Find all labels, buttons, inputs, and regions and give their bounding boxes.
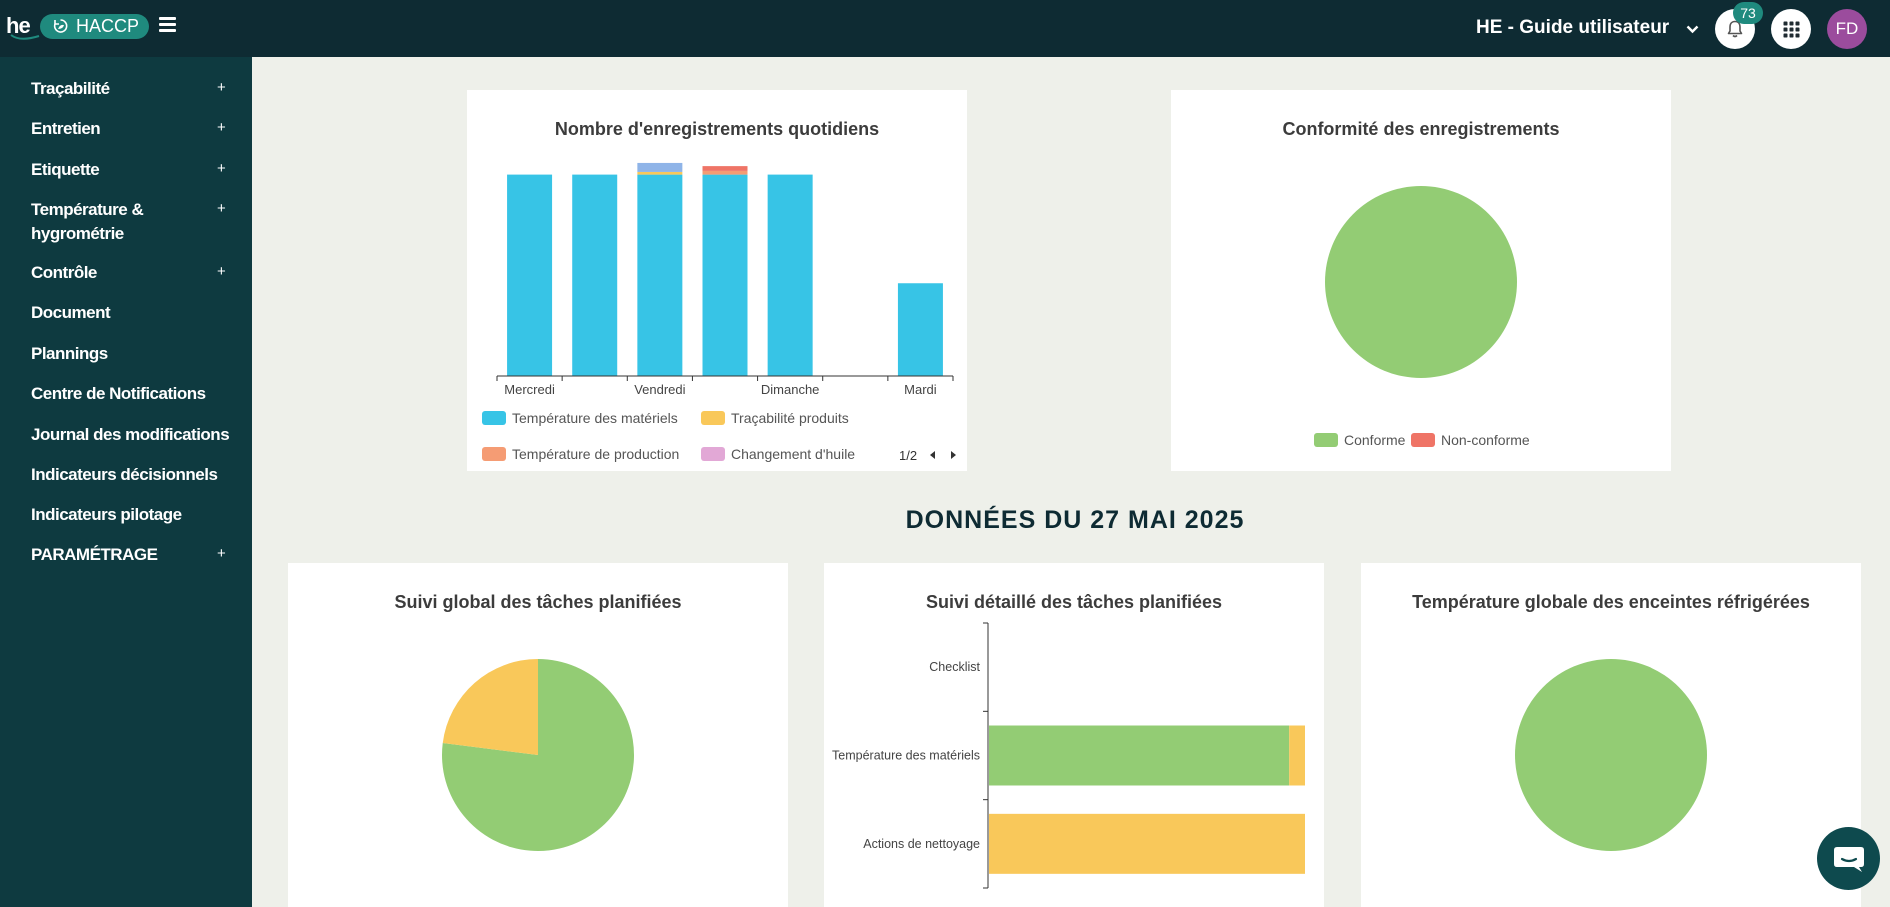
sidebar: Traçabilité + Entretien + Etiquette + Te… bbox=[0, 57, 252, 907]
sidebar-item-controle[interactable]: Contrôle bbox=[31, 263, 97, 282]
legend-next-icon[interactable] bbox=[949, 450, 957, 460]
bar-segment bbox=[702, 166, 748, 171]
logo-swoosh-icon bbox=[10, 34, 40, 40]
user-avatar[interactable]: FD bbox=[1827, 9, 1867, 49]
sidebar-item-plannings[interactable]: Plannings bbox=[31, 344, 108, 363]
chart-title: Suivi global des tâches planifiées bbox=[394, 592, 682, 612]
notifications-badge: 73 bbox=[1733, 2, 1763, 24]
daily-records-chart: Mercredi Vendredi Dimanche Mardi bbox=[496, 162, 954, 397]
legend-label: Non-conforme bbox=[1441, 432, 1530, 448]
legend-item[interactable]: Traçabilité produits bbox=[701, 410, 849, 426]
detailed-tasks-chart: Checklist Température des matériels Action… bbox=[832, 622, 1305, 889]
sidebar-item-tracabilite[interactable]: Traçabilité bbox=[31, 79, 110, 98]
app-logo[interactable]: HACCP bbox=[40, 14, 149, 39]
legend-swatch bbox=[1314, 433, 1338, 447]
app-name: HACCP bbox=[76, 16, 140, 36]
pie-slice bbox=[1325, 186, 1517, 378]
fridge-temperature-pie-chart bbox=[1515, 659, 1707, 851]
card-conformity: Conformité des enregistrements Conforme … bbox=[1171, 90, 1671, 471]
bar-segment bbox=[1289, 725, 1305, 786]
bar-segment bbox=[989, 725, 1290, 786]
y-tick-label: Température des matériels bbox=[832, 749, 980, 763]
establishment-selector[interactable]: HE - Guide utilisateur bbox=[1476, 17, 1670, 38]
legend-item[interactable]: Température de production bbox=[482, 446, 679, 462]
pie-slice bbox=[442, 659, 538, 755]
conformity-pie-chart bbox=[1325, 186, 1517, 378]
bar-segment bbox=[989, 813, 1305, 874]
bar-segment bbox=[702, 170, 748, 175]
legend-prev-icon[interactable] bbox=[929, 450, 937, 460]
legend-item[interactable]: Non-conforme bbox=[1411, 432, 1530, 448]
bar-segment bbox=[767, 174, 813, 376]
chevron-down-icon[interactable] bbox=[1686, 25, 1699, 34]
y-tick-label: Actions de nettoyage bbox=[863, 837, 980, 851]
expand-icon[interactable]: + bbox=[217, 263, 226, 280]
legend-label: Température des matériels bbox=[512, 410, 678, 426]
sidebar-item-etiquette[interactable]: Etiquette bbox=[31, 160, 100, 179]
legend-label: Conforme bbox=[1344, 432, 1406, 448]
legend-swatch bbox=[701, 447, 725, 461]
section-title: DONNÉES DU 27 MAI 2025 bbox=[905, 506, 1245, 534]
chart-title: Suivi détaillé des tâches planifiées bbox=[925, 592, 1223, 612]
sidebar-item-temperature[interactable]: Température & hygrométrie bbox=[31, 200, 144, 243]
legend-swatch bbox=[701, 411, 725, 425]
chart-title: Conformité des enregistrements bbox=[1282, 119, 1560, 139]
expand-icon[interactable]: + bbox=[217, 545, 226, 562]
sidebar-item-notifications[interactable]: Centre de Notifications bbox=[31, 384, 206, 403]
legend-swatch bbox=[482, 447, 506, 461]
sidebar-item-indicateurs-pilotage[interactable]: Indicateurs pilotage bbox=[31, 505, 182, 524]
sidebar-item-parametrage[interactable]: PARAMÉTRAGE bbox=[31, 545, 158, 564]
bar-segment bbox=[897, 283, 943, 376]
card-daily-records: Nombre d'enregistrements quotidiens Merc… bbox=[467, 90, 967, 471]
legend-item[interactable]: Conforme bbox=[1314, 432, 1405, 448]
legend-label: Température de production bbox=[512, 446, 680, 462]
chart-title: Température globale des enceintes réfrig… bbox=[1412, 592, 1810, 612]
bar-segment bbox=[507, 174, 553, 376]
sidebar-item-entretien[interactable]: Entretien bbox=[31, 119, 101, 138]
expand-icon[interactable]: + bbox=[217, 160, 226, 177]
chat-icon bbox=[1833, 846, 1864, 872]
apps-button[interactable] bbox=[1771, 9, 1811, 49]
legend-page-indicator: 1/2 bbox=[899, 448, 918, 463]
bar-segment bbox=[637, 171, 683, 175]
top-bar: he HACCP HE - Guide utilisateur 73 FD bbox=[0, 0, 1890, 57]
x-tick-label: Vendredi bbox=[634, 382, 685, 397]
legend-label: Traçabilité produits bbox=[731, 410, 849, 426]
x-tick-label: Dimanche bbox=[761, 382, 820, 397]
x-tick-label: Mercredi bbox=[504, 382, 555, 397]
pie-slice bbox=[1515, 659, 1707, 851]
y-tick-label: Checklist bbox=[929, 660, 980, 674]
bar-segment bbox=[572, 174, 618, 376]
bar-segment bbox=[637, 162, 683, 172]
expand-icon[interactable]: + bbox=[217, 200, 226, 217]
chat-button[interactable] bbox=[1817, 827, 1880, 890]
legend-label: Changement d'huile bbox=[731, 446, 856, 462]
legend-swatch bbox=[482, 411, 506, 425]
grid-icon bbox=[1783, 21, 1799, 37]
card-global-tasks: Suivi global des tâches planifiées bbox=[288, 563, 788, 907]
sidebar-item-journal[interactable]: Journal des modifications bbox=[31, 425, 230, 444]
sidebar-item-document[interactable]: Document bbox=[31, 303, 111, 322]
x-tick-label: Mardi bbox=[904, 382, 937, 397]
legend-item[interactable]: Température des matériels bbox=[482, 410, 678, 426]
legend-item[interactable]: Changement d'huile bbox=[701, 446, 855, 462]
expand-icon[interactable]: + bbox=[217, 79, 226, 96]
logo-text[interactable]: he bbox=[6, 13, 31, 38]
sidebar-item-indicateurs-decisionnels[interactable]: Indicateurs décisionnels bbox=[31, 465, 218, 484]
expand-icon[interactable]: + bbox=[217, 119, 226, 136]
chart-title: Nombre d'enregistrements quotidiens bbox=[554, 119, 880, 139]
global-tasks-pie-chart bbox=[442, 659, 634, 851]
legend-swatch bbox=[1411, 433, 1435, 447]
card-fridge-temperature: Température globale des enceintes réfrig… bbox=[1361, 563, 1861, 907]
menu-toggle-icon[interactable] bbox=[159, 17, 176, 32]
bar-segment bbox=[637, 174, 683, 376]
card-detailed-tasks: Suivi détaillé des tâches planifiées Che… bbox=[824, 563, 1324, 907]
leaf-recycle-icon bbox=[53, 19, 68, 33]
bar-segment bbox=[702, 174, 748, 376]
